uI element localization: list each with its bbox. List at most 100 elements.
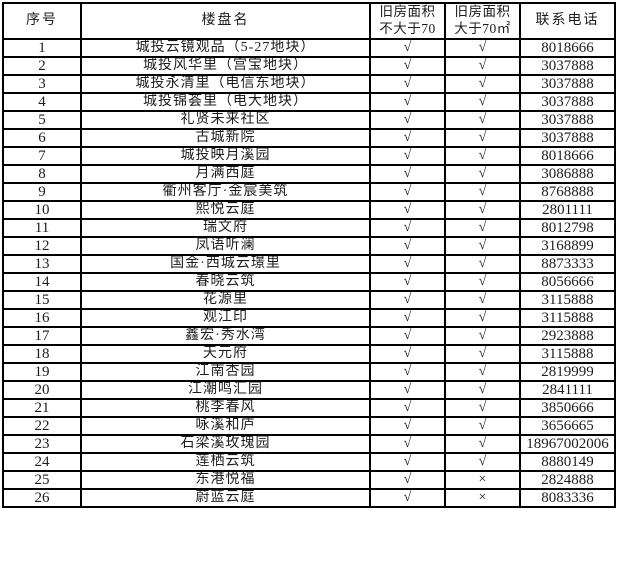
area-not-over-70-mark-cell: √ (369, 146, 446, 166)
property-name-cell: 东港悦福 (80, 470, 371, 490)
contact-phone-cell: 2824888 (519, 470, 616, 490)
serial-number-cell: 9 (2, 182, 82, 202)
serial-number-cell: 13 (2, 254, 82, 274)
area-over-70-mark-cell: √ (444, 128, 521, 148)
contact-phone-cell: 3037888 (519, 110, 616, 130)
table-row: 3 城投永清里（电信东地块） √ √ 3037888 (2, 74, 616, 94)
area-not-over-70-mark-cell: √ (369, 290, 446, 310)
area-over-70-mark-cell: √ (444, 398, 521, 418)
serial-number-cell: 8 (2, 164, 82, 184)
area-not-over-70-mark-cell: √ (369, 254, 446, 274)
property-name-cell: 咏溪和庐 (80, 416, 371, 436)
property-name-cell: 天元府 (80, 344, 371, 364)
area-over-70-mark-cell: √ (444, 254, 521, 274)
table-row: 20 江潮鸣汇园 √ √ 2841111 (2, 380, 616, 400)
table-row: 22 咏溪和庐 √ √ 3656665 (2, 416, 616, 436)
area-not-over-70-mark-cell: √ (369, 56, 446, 76)
contact-phone-cell: 3850666 (519, 398, 616, 418)
area-not-over-70-mark-cell: √ (369, 272, 446, 292)
header-area-not-over-70-line1: 旧房面积 (379, 4, 436, 20)
serial-number-cell: 25 (2, 470, 82, 490)
header-area-not-over-70-line2: 不大于70 (379, 21, 436, 36)
area-not-over-70-mark-cell: √ (369, 200, 446, 220)
property-name-cell: 江潮鸣汇园 (80, 380, 371, 400)
property-name-cell: 桃李春风 (80, 398, 371, 418)
property-name-cell: 熙悦云庭 (80, 200, 371, 220)
area-not-over-70-mark-cell: √ (369, 218, 446, 238)
table-row: 13 国金·西城云璟里 √ √ 8873333 (2, 254, 616, 274)
header-row: 序号 楼盘名 旧房面积 不大于70 旧房面积 大于70㎡ 联系电话 (2, 2, 616, 40)
serial-number-cell: 11 (2, 218, 82, 238)
contact-phone-cell: 2819999 (519, 362, 616, 382)
area-over-70-mark-cell: √ (444, 362, 521, 382)
area-not-over-70-mark-cell: √ (369, 344, 446, 364)
area-not-over-70-mark-cell: √ (369, 416, 446, 436)
area-not-over-70-mark-cell: √ (369, 38, 446, 58)
area-over-70-mark-cell: √ (444, 146, 521, 166)
area-not-over-70-mark-cell: √ (369, 362, 446, 382)
header-property-name: 楼盘名 (80, 2, 371, 40)
area-not-over-70-mark-cell: √ (369, 74, 446, 94)
table-row: 17 鑫宏·秀水湾 √ √ 2923888 (2, 326, 616, 346)
area-not-over-70-mark-cell: √ (369, 326, 446, 346)
property-name-cell: 衢州客厅·金宸美筑 (80, 182, 371, 202)
area-not-over-70-mark-cell: √ (369, 182, 446, 202)
area-over-70-mark-cell: √ (444, 380, 521, 400)
property-name-cell: 城投映月溪园 (80, 146, 371, 166)
area-not-over-70-mark-cell: √ (369, 434, 446, 454)
serial-number-cell: 16 (2, 308, 82, 328)
table-row: 1 城投云镜观品（5-27地块） √ √ 8018666 (2, 38, 616, 58)
table-row: 18 天元府 √ √ 3115888 (2, 344, 616, 364)
area-over-70-mark-cell: √ (444, 272, 521, 292)
area-not-over-70-mark-cell: √ (369, 398, 446, 418)
property-name-cell: 城投云镜观品（5-27地块） (80, 38, 371, 58)
table-row: 5 礼贤未来社区 √ √ 3037888 (2, 110, 616, 130)
table-row: 25 东港悦福 √ × 2824888 (2, 470, 616, 490)
area-over-70-mark-cell: √ (444, 416, 521, 436)
area-over-70-mark-cell: × (444, 470, 521, 490)
property-name-cell: 城投风华里（宫宝地块） (80, 56, 371, 76)
area-over-70-mark-cell: √ (444, 434, 521, 454)
property-name-cell: 观江印 (80, 308, 371, 328)
header-serial-number: 序号 (2, 2, 82, 40)
area-over-70-mark-cell: √ (444, 236, 521, 256)
contact-phone-cell: 3115888 (519, 308, 616, 328)
serial-number-cell: 14 (2, 272, 82, 292)
serial-number-cell: 20 (2, 380, 82, 400)
serial-number-cell: 4 (2, 92, 82, 112)
contact-phone-cell: 8018666 (519, 38, 616, 58)
table-row: 24 莲栖云筑 √ √ 8880149 (2, 452, 616, 472)
table-row: 12 凤语听澜 √ √ 3168899 (2, 236, 616, 256)
table-row: 9 衢州客厅·金宸美筑 √ √ 8768888 (2, 182, 616, 202)
area-over-70-mark-cell: √ (444, 74, 521, 94)
area-not-over-70-mark-cell: √ (369, 380, 446, 400)
serial-number-cell: 21 (2, 398, 82, 418)
serial-number-cell: 22 (2, 416, 82, 436)
area-not-over-70-mark-cell: √ (369, 470, 446, 490)
contact-phone-cell: 3086888 (519, 164, 616, 184)
contact-phone-cell: 2923888 (519, 326, 616, 346)
contact-phone-cell: 8768888 (519, 182, 616, 202)
table-row: 2 城投风华里（宫宝地块） √ √ 3037888 (2, 56, 616, 76)
contact-phone-cell: 3115888 (519, 344, 616, 364)
area-over-70-mark-cell: √ (444, 56, 521, 76)
area-not-over-70-mark-cell: √ (369, 110, 446, 130)
property-name-cell: 鑫宏·秀水湾 (80, 326, 371, 346)
property-name-cell: 国金·西城云璟里 (80, 254, 371, 274)
property-name-cell: 礼贤未来社区 (80, 110, 371, 130)
table-row: 4 城投锦荟里（电大地块） √ √ 3037888 (2, 92, 616, 112)
area-over-70-mark-cell: √ (444, 344, 521, 364)
property-name-cell: 城投永清里（电信东地块） (80, 74, 371, 94)
property-name-cell: 莲栖云筑 (80, 452, 371, 472)
serial-number-cell: 2 (2, 56, 82, 76)
area-over-70-mark-cell: √ (444, 110, 521, 130)
header-area-not-over-70: 旧房面积 不大于70 (369, 2, 446, 40)
serial-number-cell: 10 (2, 200, 82, 220)
serial-number-cell: 1 (2, 38, 82, 58)
area-not-over-70-mark-cell: √ (369, 488, 446, 508)
contact-phone-cell: 3168899 (519, 236, 616, 256)
area-over-70-mark-cell: √ (444, 326, 521, 346)
area-over-70-mark-cell: √ (444, 218, 521, 238)
property-name-cell: 石梁溪玫瑰园 (80, 434, 371, 454)
area-over-70-mark-cell: √ (444, 182, 521, 202)
